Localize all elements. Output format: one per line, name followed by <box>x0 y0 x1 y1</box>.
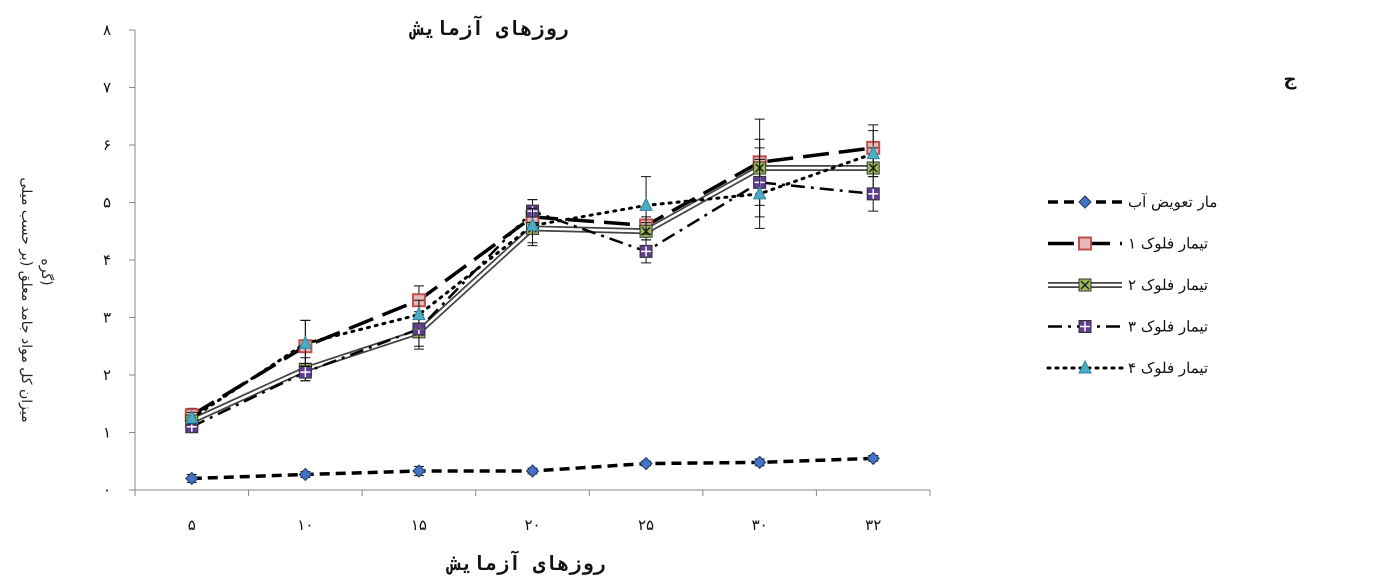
data-point <box>412 306 426 321</box>
series-3 <box>185 138 880 428</box>
legend: مار تعویض آب تیمار فلوک ۱ تیمار فلوک ۲ تیما… <box>1046 193 1217 377</box>
legend-item: تیمار فلوک ۳ <box>1048 318 1208 336</box>
y-tick-label: ۳ <box>103 309 111 327</box>
x-tick-label: ۲۵ <box>638 516 654 534</box>
y-tick-label: ۴ <box>103 251 111 269</box>
y-tick-label: ۰ <box>103 481 111 499</box>
x-ticks: ۵ ۱۰ ۱۵ ۲۰ ۲۵ ۳۰ ۳۲ <box>134 490 931 534</box>
y-axis-label-line2: گره) <box>38 258 55 285</box>
legend-label: تیمار فلوک ۲ <box>1128 276 1208 294</box>
legend-marker-glyph <box>1080 280 1090 290</box>
series-layer <box>184 118 881 486</box>
legend-item: مار تعویض آب <box>1048 193 1217 211</box>
legend-label: تیمار فلوک ۴ <box>1128 359 1208 377</box>
data-point <box>298 467 313 482</box>
data-point <box>525 464 540 478</box>
series-line <box>190 152 875 420</box>
x-tick-label: ۲۰ <box>524 516 540 534</box>
legend-marker <box>1078 359 1092 374</box>
data-point <box>866 145 881 160</box>
legend-item: تیمار فلوک ۴ <box>1046 359 1208 377</box>
y-tick-label: ۸ <box>103 21 111 39</box>
x-tick-label: ۳۰ <box>752 516 768 534</box>
legend-label: تیمار فلوک ۳ <box>1128 318 1208 336</box>
legend-marker <box>1078 236 1092 251</box>
legend-label: مار تعویض آب <box>1128 193 1217 211</box>
series-4 <box>185 147 880 434</box>
y-axis-label: میزان کل مواد جامد معلق (بر حسب میلی <box>18 177 34 422</box>
data-point <box>639 197 653 211</box>
y-axis-label-line1: میزان کل مواد جامد معلق (بر حسب میلی <box>18 177 34 422</box>
y-tick-label: ۶ <box>103 136 111 154</box>
y-tick-label: ۱ <box>103 424 111 442</box>
panel-label: ج <box>1284 69 1297 90</box>
y-tick-label: ۷ <box>103 79 111 97</box>
data-point <box>412 464 426 478</box>
y-ticks: ۰ ۱ ۲ ۳ ۴ ۵ ۶ ۷ ۸ <box>103 21 135 499</box>
x-tick-label: ۵ <box>188 516 196 534</box>
y-tick-label: ۲ <box>103 366 111 384</box>
axes <box>134 30 930 491</box>
legend-marker <box>1078 195 1092 209</box>
x-tick-label: ۳۲ <box>865 516 881 534</box>
data-point <box>752 455 767 470</box>
legend-item: تیمار فلوک ۱ <box>1048 235 1208 253</box>
data-point <box>298 335 313 349</box>
chart-title: روزهای آزمایش <box>409 15 569 40</box>
x-tick-label: ۱۰ <box>297 516 313 534</box>
data-point <box>639 456 653 471</box>
legend-item: تیمار فلوک ۲ <box>1048 276 1208 294</box>
x-axis-label: روزهای آزمایش <box>446 550 606 575</box>
data-point <box>184 410 199 424</box>
series-1 <box>185 451 880 486</box>
data-point <box>525 217 540 231</box>
y-tick-label: ۵ <box>103 194 111 212</box>
x-tick-label: ۱۵ <box>411 516 427 534</box>
legend-label: تیمار فلوک ۱ <box>1128 235 1208 253</box>
y-axis-label-2: گره) <box>38 258 55 285</box>
data-point <box>866 451 880 466</box>
data-point <box>752 185 767 200</box>
series-5 <box>184 130 881 425</box>
data-point <box>185 471 199 486</box>
